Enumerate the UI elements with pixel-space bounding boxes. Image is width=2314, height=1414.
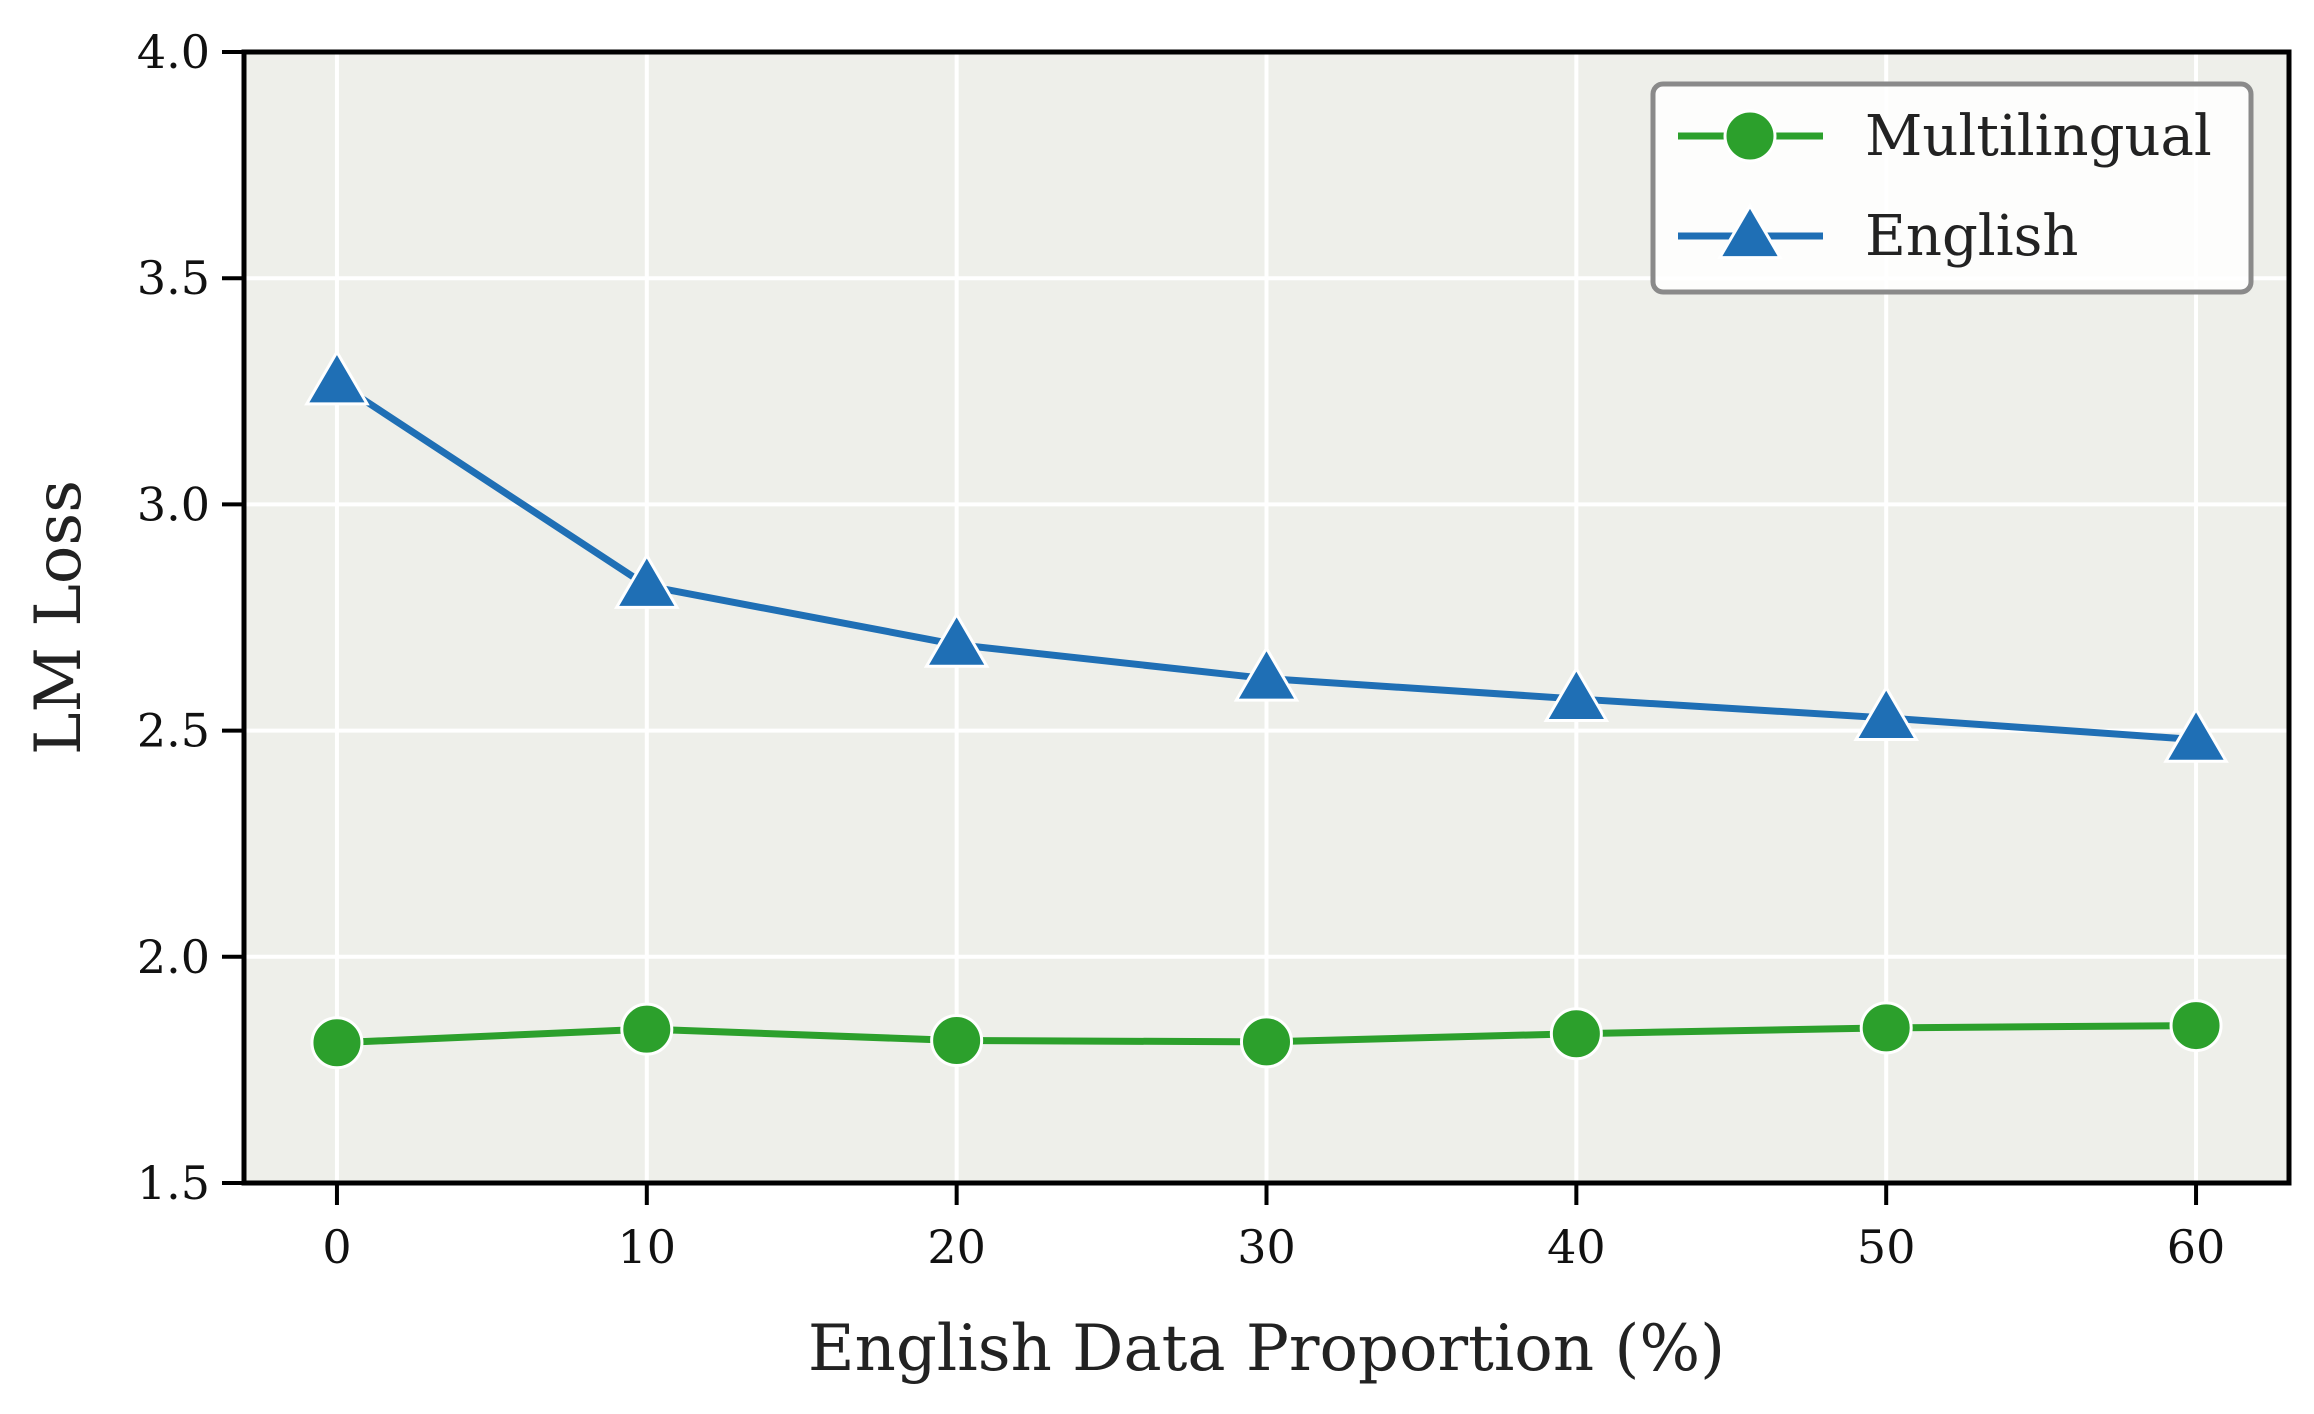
- data-point-multilingual: [2169, 999, 2223, 1053]
- legend-item-english: English: [1678, 202, 2078, 269]
- y-tick-label: 2.0: [137, 930, 210, 984]
- legend-label: Multilingual: [1865, 104, 2212, 169]
- data-point-multilingual: [1240, 1015, 1293, 1069]
- data-point-english: [2163, 706, 2229, 763]
- x-tick-label: 50: [1857, 1220, 1916, 1274]
- data-point-english: [614, 552, 680, 609]
- x-tick-label: 60: [2167, 1220, 2226, 1274]
- data-point-english: [1853, 684, 1919, 741]
- data-point-multilingual: [930, 1013, 984, 1067]
- data-point-english: [1233, 645, 1300, 702]
- legend-marker: [1717, 202, 1783, 260]
- y-tick-label: 3.0: [137, 477, 210, 531]
- data-point-english: [1543, 665, 1610, 722]
- data-point-multilingual: [310, 1016, 364, 1070]
- data-point-multilingual: [1859, 1001, 1913, 1055]
- data-point-multilingual: [620, 1002, 674, 1056]
- series-layer: [304, 349, 2229, 1070]
- data-point-english: [923, 611, 990, 668]
- x-tick-label: 0: [322, 1220, 351, 1274]
- legend-label: English: [1865, 204, 2078, 269]
- y-tick-label: 3.5: [137, 251, 210, 305]
- legend: Multilingual English: [1650, 81, 2254, 295]
- legend-marker: [1723, 109, 1777, 163]
- y-tick-label: 2.5: [137, 704, 210, 758]
- series-english: [304, 349, 2229, 763]
- x-axis-label: English Data Proportion (%): [808, 1312, 1725, 1386]
- y-axis-label: LM Loss: [22, 480, 96, 755]
- x-tick-label: 30: [1237, 1220, 1296, 1274]
- x-tick-label: 40: [1547, 1220, 1606, 1274]
- series-multilingual: [310, 999, 2223, 1070]
- y-tick-label: 4.0: [137, 25, 210, 79]
- legend-item-multilingual: Multilingual: [1678, 104, 2212, 169]
- x-tick-label: 10: [618, 1220, 677, 1274]
- x-tick-label: 20: [927, 1220, 986, 1274]
- y-tick-label: 1.5: [137, 1156, 210, 1210]
- data-point-multilingual: [1549, 1007, 1603, 1061]
- data-point-english: [304, 349, 370, 406]
- axis-ticks: 0 10 20 30 40 50 60 1.5 2.0 2.5 3.0 3.5 4.0: [137, 25, 2225, 1274]
